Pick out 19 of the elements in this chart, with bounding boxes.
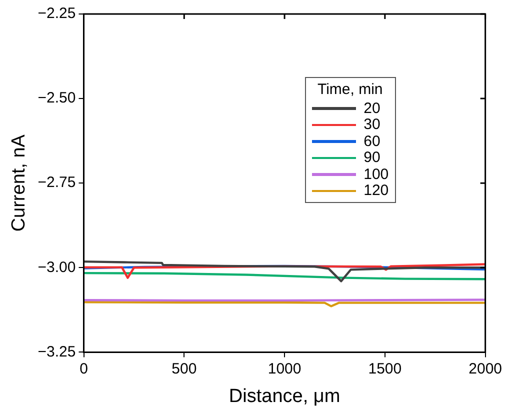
y-tick-label: −3.25 <box>38 343 76 360</box>
legend-label: 30 <box>364 116 380 134</box>
x-tick-label: 500 <box>172 360 197 378</box>
y-tick-label: −2.75 <box>38 174 76 192</box>
y-axis-title: Current, nA <box>8 134 30 232</box>
x-tick-label: 0 <box>80 360 88 378</box>
y-tick-label: −2.25 <box>38 5 76 22</box>
legend-label: 100 <box>364 166 389 183</box>
x-tick-label: 1000 <box>268 360 302 378</box>
x-axis-title: Distance, μm <box>228 386 340 407</box>
y-tick-label: −2.50 <box>38 90 76 107</box>
legend-label: 20 <box>364 100 380 117</box>
y-tick-label: −3.00 <box>38 258 76 276</box>
legend-label: 120 <box>364 182 389 200</box>
legend-label: 90 <box>364 149 380 166</box>
legend-label: 60 <box>364 132 380 150</box>
legend-title: Time, min <box>316 81 384 98</box>
x-tick-label: 1500 <box>368 360 402 378</box>
x-tick-label: 2000 <box>468 360 502 378</box>
